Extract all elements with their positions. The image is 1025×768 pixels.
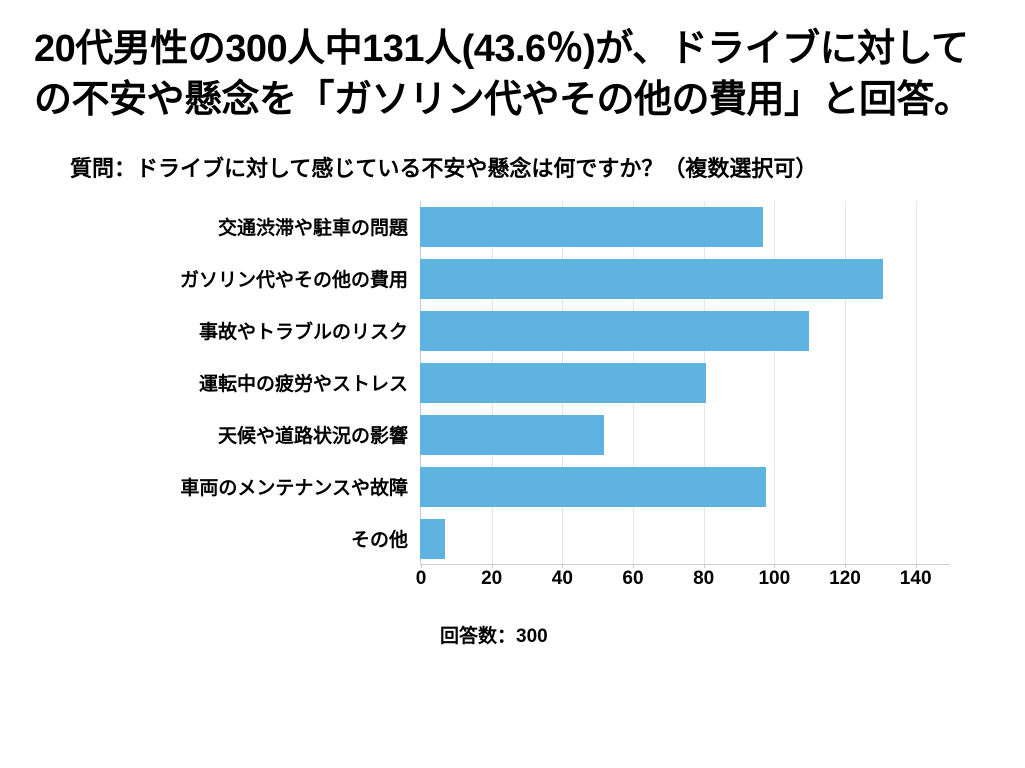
- bar-label: 運転中の疲労やストレス: [70, 369, 420, 396]
- bar-chart: 0 20 40 60 80 100 120 140 交通渋滞や駐車の問題ガソリン代やその他の費用…: [70, 201, 991, 661]
- bar-label: その他: [70, 525, 420, 552]
- bar: [420, 363, 706, 403]
- bar-track: [420, 513, 950, 565]
- bar-row: 天候や道路状況の影響: [70, 409, 991, 461]
- bar-row: 運転中の疲労やストレス: [70, 357, 991, 409]
- bar: [420, 467, 766, 507]
- x-tick-label: 40: [552, 568, 573, 590]
- x-tick-label: 120: [829, 568, 861, 590]
- bar: [420, 259, 883, 299]
- x-tick-label: 60: [622, 568, 643, 590]
- bar-track: [420, 305, 950, 357]
- headline: 20代男性の300人中131人(43.6％)が、ドライブに対しての不安や懸念を「…: [34, 24, 991, 127]
- bar-row: 車両のメンテナンスや故障: [70, 461, 991, 513]
- x-tick-label: 140: [900, 568, 932, 590]
- x-tick-label: 80: [693, 568, 714, 590]
- bar: [420, 207, 763, 247]
- bar-label: ガソリン代やその他の費用: [70, 265, 420, 292]
- question-text: 質問：ドライブに対して感じている不安や懸念は何ですか？（複数選択可）: [70, 151, 991, 183]
- bar-track: [420, 461, 950, 513]
- x-tick-label: 0: [416, 568, 427, 590]
- footer-text: 回答数：300: [440, 621, 991, 648]
- bar-row: 事故やトラブルのリスク: [70, 305, 991, 357]
- x-tick-label: 100: [758, 568, 790, 590]
- bar-label: 天候や道路状況の影響: [70, 421, 420, 448]
- bar-label: 事故やトラブルのリスク: [70, 317, 420, 344]
- bar-row: ガソリン代やその他の費用: [70, 253, 991, 305]
- bar-label: 交通渋滞や駐車の問題: [70, 213, 420, 240]
- bar-track: [420, 409, 950, 461]
- bar-row: 交通渋滞や駐車の問題: [70, 201, 991, 253]
- bar-track: [420, 253, 950, 305]
- bar-row: その他: [70, 513, 991, 565]
- bar: [420, 415, 604, 455]
- x-tick-label: 20: [481, 568, 502, 590]
- bar: [420, 519, 445, 559]
- bar-track: [420, 357, 950, 409]
- bar: [420, 311, 809, 351]
- bar-track: [420, 201, 950, 253]
- bar-label: 車両のメンテナンスや故障: [70, 473, 420, 500]
